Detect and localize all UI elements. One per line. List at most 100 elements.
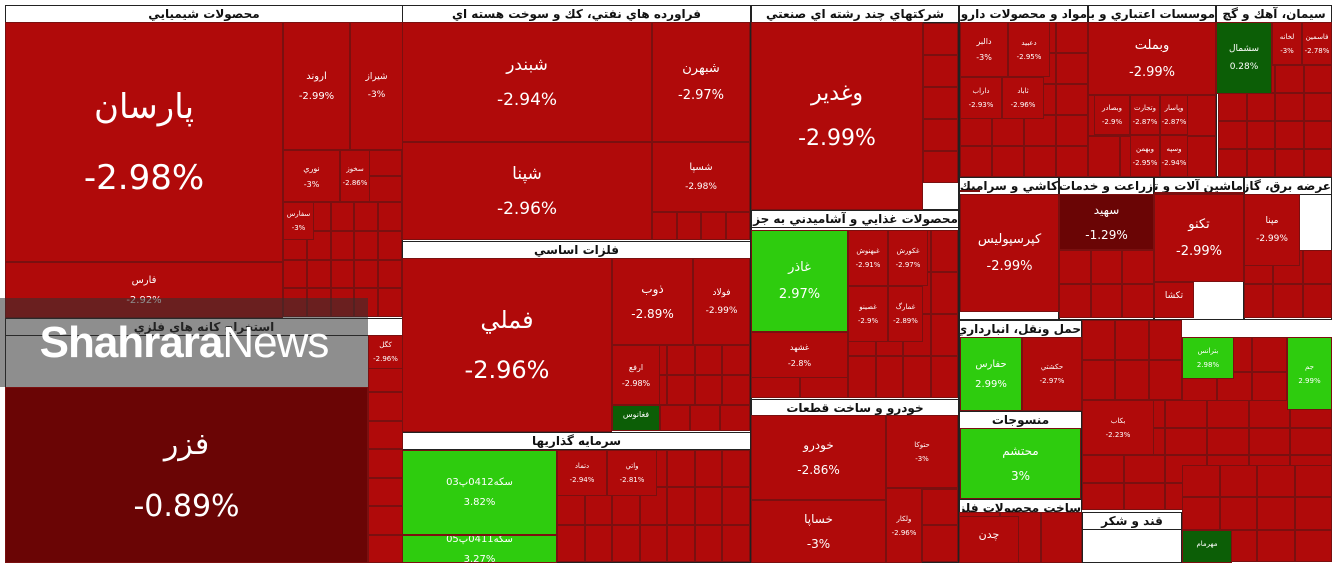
minor-stock-tile[interactable] [1082,455,1124,483]
minor-stock-tile[interactable] [1056,22,1088,53]
stock-tile[interactable]: فولاد -2.99% [693,258,750,345]
stock-tile[interactable]: شبندر -2.94% [402,22,652,142]
minor-stock-tile[interactable] [1207,427,1249,455]
stock-tile[interactable]: خساپا -3% [751,500,886,563]
stock-tile[interactable]: شپنا -2.96% [402,142,652,240]
minor-stock-tile[interactable] [1246,121,1275,149]
minor-stock-tile[interactable] [1257,497,1295,530]
minor-stock-tile[interactable] [722,487,750,525]
minor-stock-tile[interactable] [1148,320,1182,360]
minor-stock-tile[interactable] [1024,146,1056,177]
stock-tile[interactable]: وتجارت -2.87% [1130,95,1160,135]
minor-stock-tile[interactable] [1219,465,1257,498]
minor-stock-tile[interactable] [1207,400,1249,428]
stock-tile[interactable]: غكورش -2.97% [888,230,928,286]
stock-tile[interactable]: سكه0411پ05 3.27% [402,535,557,563]
stock-tile[interactable]: تكشا [1154,282,1194,318]
minor-stock-tile[interactable] [1148,360,1182,400]
minor-stock-tile[interactable] [1294,497,1332,530]
minor-stock-tile[interactable] [930,356,958,398]
minor-stock-tile[interactable] [1303,93,1332,121]
minor-stock-tile[interactable] [701,212,726,240]
minor-stock-tile[interactable] [1252,337,1287,372]
minor-stock-tile[interactable] [1056,146,1088,177]
minor-stock-tile[interactable] [875,356,903,398]
stock-tile[interactable]: غشهد -2.8% [751,332,848,378]
minor-stock-tile[interactable] [1082,482,1124,510]
minor-stock-tile[interactable] [676,212,701,240]
minor-stock-tile[interactable] [368,506,403,535]
stock-tile[interactable]: مهرمام [1182,530,1232,563]
minor-stock-tile[interactable] [1184,95,1216,136]
minor-stock-tile[interactable] [1273,284,1303,318]
minor-stock-tile[interactable] [722,450,750,488]
minor-stock-tile[interactable] [992,115,1024,146]
minor-stock-tile[interactable] [694,345,723,375]
minor-stock-tile[interactable] [1082,320,1116,360]
minor-stock-tile[interactable] [1122,250,1154,284]
minor-stock-tile[interactable] [694,487,723,525]
minor-stock-tile[interactable] [930,272,958,314]
stock-tile[interactable]: داراب -2.93% [960,77,1002,119]
stock-tile[interactable]: محتشم 3% [960,428,1081,499]
minor-stock-tile[interactable] [1059,250,1091,284]
stock-tile[interactable]: حتوكا -3% [886,415,958,488]
minor-stock-tile[interactable] [848,356,876,398]
minor-stock-tile[interactable] [667,450,695,488]
stock-tile[interactable]: فزر -0.89% [5,387,368,563]
minor-stock-tile[interactable] [330,230,355,260]
minor-stock-tile[interactable] [922,525,958,562]
minor-stock-tile[interactable] [1303,121,1332,149]
minor-stock-tile[interactable] [652,212,677,240]
minor-stock-tile[interactable] [378,202,402,231]
minor-stock-tile[interactable] [1059,284,1091,318]
minor-stock-tile[interactable] [667,345,695,375]
minor-stock-tile[interactable] [1184,136,1216,177]
minor-stock-tile[interactable] [903,356,931,398]
minor-stock-tile[interactable] [690,405,720,431]
minor-stock-tile[interactable] [1275,149,1304,177]
minor-stock-tile[interactable] [1219,497,1257,530]
minor-stock-tile[interactable] [1165,400,1207,428]
stock-tile[interactable]: شيراز -3% [350,22,403,150]
minor-stock-tile[interactable] [667,524,695,562]
minor-stock-tile[interactable] [725,212,750,240]
minor-stock-tile[interactable] [1303,149,1332,177]
minor-stock-tile[interactable] [330,202,355,231]
minor-stock-tile[interactable] [330,259,355,289]
minor-stock-tile[interactable] [354,259,379,289]
stock-tile[interactable]: ثاباد -2.96% [1002,77,1044,119]
stock-tile[interactable]: مپنا -2.99% [1244,194,1300,266]
stock-tile[interactable]: تكنو -2.99% [1154,194,1244,282]
stock-tile[interactable]: كگل -2.96% [368,335,403,369]
minor-stock-tile[interactable] [923,87,958,119]
minor-stock-tile[interactable] [1088,136,1120,177]
minor-stock-tile[interactable] [368,534,403,563]
minor-stock-tile[interactable] [1257,529,1295,562]
minor-stock-tile[interactable] [378,259,402,289]
minor-stock-tile[interactable] [1090,284,1123,318]
stock-tile[interactable]: بكاب -2.23% [1082,400,1154,455]
minor-stock-tile[interactable] [354,230,379,260]
stock-tile[interactable]: وغدير -2.99% [751,22,923,210]
minor-stock-tile[interactable] [283,259,307,289]
minor-stock-tile[interactable] [930,314,958,356]
minor-stock-tile[interactable] [1154,192,1244,194]
stock-tile[interactable]: دعبيد -2.95% [1008,22,1050,77]
minor-stock-tile[interactable] [923,151,958,183]
stock-tile[interactable]: سشمال 0.28% [1216,22,1272,94]
minor-stock-tile[interactable] [960,190,980,192]
minor-stock-tile[interactable] [368,420,403,449]
stock-tile[interactable]: وسپه -2.94% [1160,135,1188,177]
stock-tile[interactable]: بترانس 2.98% [1182,337,1234,379]
stock-tile[interactable]: لخانه -3% [1272,22,1302,65]
minor-stock-tile[interactable] [354,202,379,231]
minor-stock-tile[interactable] [722,375,750,405]
stock-tile[interactable]: حكشتي -2.97% [1022,337,1082,411]
minor-stock-tile[interactable] [923,23,958,55]
minor-stock-tile[interactable] [694,524,723,562]
minor-stock-tile[interactable] [1257,465,1295,498]
stock-tile[interactable]: فملي -2.96% [402,258,612,432]
minor-stock-tile[interactable] [960,115,992,146]
stock-tile[interactable]: وبهمن -2.95% [1130,135,1160,177]
